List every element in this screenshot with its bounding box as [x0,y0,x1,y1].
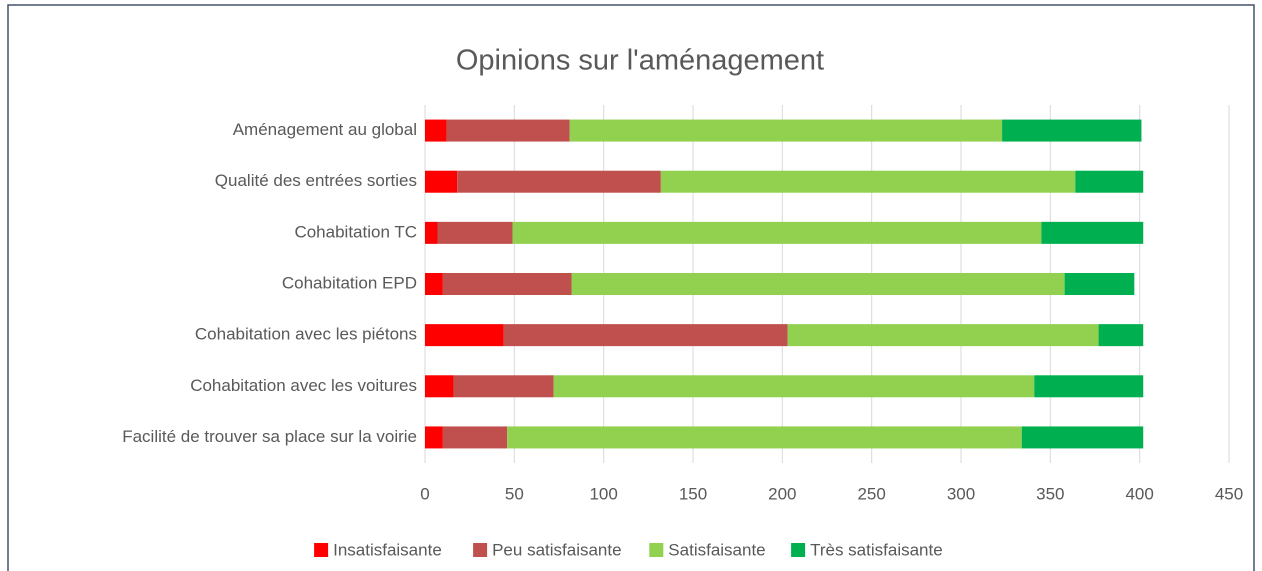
legend-label: Insatisfaisante [333,540,442,559]
x-tick-label: 50 [505,484,524,503]
y-tick-label: Aménagement au global [233,120,417,139]
x-tick-label: 450 [1215,484,1243,503]
bar-segment [425,170,458,193]
legend-swatch [473,543,488,557]
y-tick-label: Facilité de trouver sa place sur la voir… [122,427,417,446]
legend-label: Très satisfaisante [810,540,943,559]
bar-segment [1002,119,1142,142]
bar-segment [1021,426,1144,449]
chart-title: Opinions sur l'aménagement [456,45,824,77]
x-tick-label: 350 [1036,484,1064,503]
bar-segment [512,221,1042,244]
bar-segment [503,324,788,347]
bar-segment [660,170,1076,193]
legend-swatch [791,543,806,557]
bar-segment [1041,221,1144,244]
legend-swatch [314,543,329,557]
x-tick-label: 0 [420,484,429,503]
y-tick-label: Cohabitation EPD [282,273,417,292]
bar-segment [457,170,661,193]
x-tick-label: 150 [679,484,707,503]
bar-segment [569,119,1003,142]
legend-label: Peu satisfaisante [492,540,621,559]
bar-segment [1034,375,1144,398]
bar-segment [571,273,1065,295]
legend-swatch [649,543,664,557]
y-tick-label: Cohabitation TC [294,222,417,241]
bar-segment [446,119,570,142]
bar-segment [787,324,1099,347]
x-tick-label: 300 [947,484,975,503]
bar-segment [1064,273,1135,295]
bar-segment [425,119,447,142]
x-tick-label: 250 [857,484,885,503]
x-tick-label: 100 [589,484,617,503]
bar-segment [1098,324,1144,347]
x-tick-label: 200 [768,484,796,503]
legend-label: Satisfaisante [668,540,765,559]
bar-segment [507,426,1022,449]
bar-segment [425,426,443,449]
y-tick-label: Qualité des entrées sorties [215,171,417,190]
bar-segment [425,221,438,244]
bar-segment [453,375,554,398]
bar-segment [1075,170,1144,193]
y-tick-label: Cohabitation avec les voitures [190,376,417,395]
bar-segment [425,273,443,295]
y-tick-label: Cohabitation avec les piétons [195,325,417,344]
x-tick-label: 400 [1125,484,1153,503]
bar-segment [442,426,508,449]
bar-segment [553,375,1035,398]
bar-segment [425,375,454,398]
bar-segment [442,273,572,295]
bar-segment [437,221,513,244]
bar-segment [425,324,504,347]
